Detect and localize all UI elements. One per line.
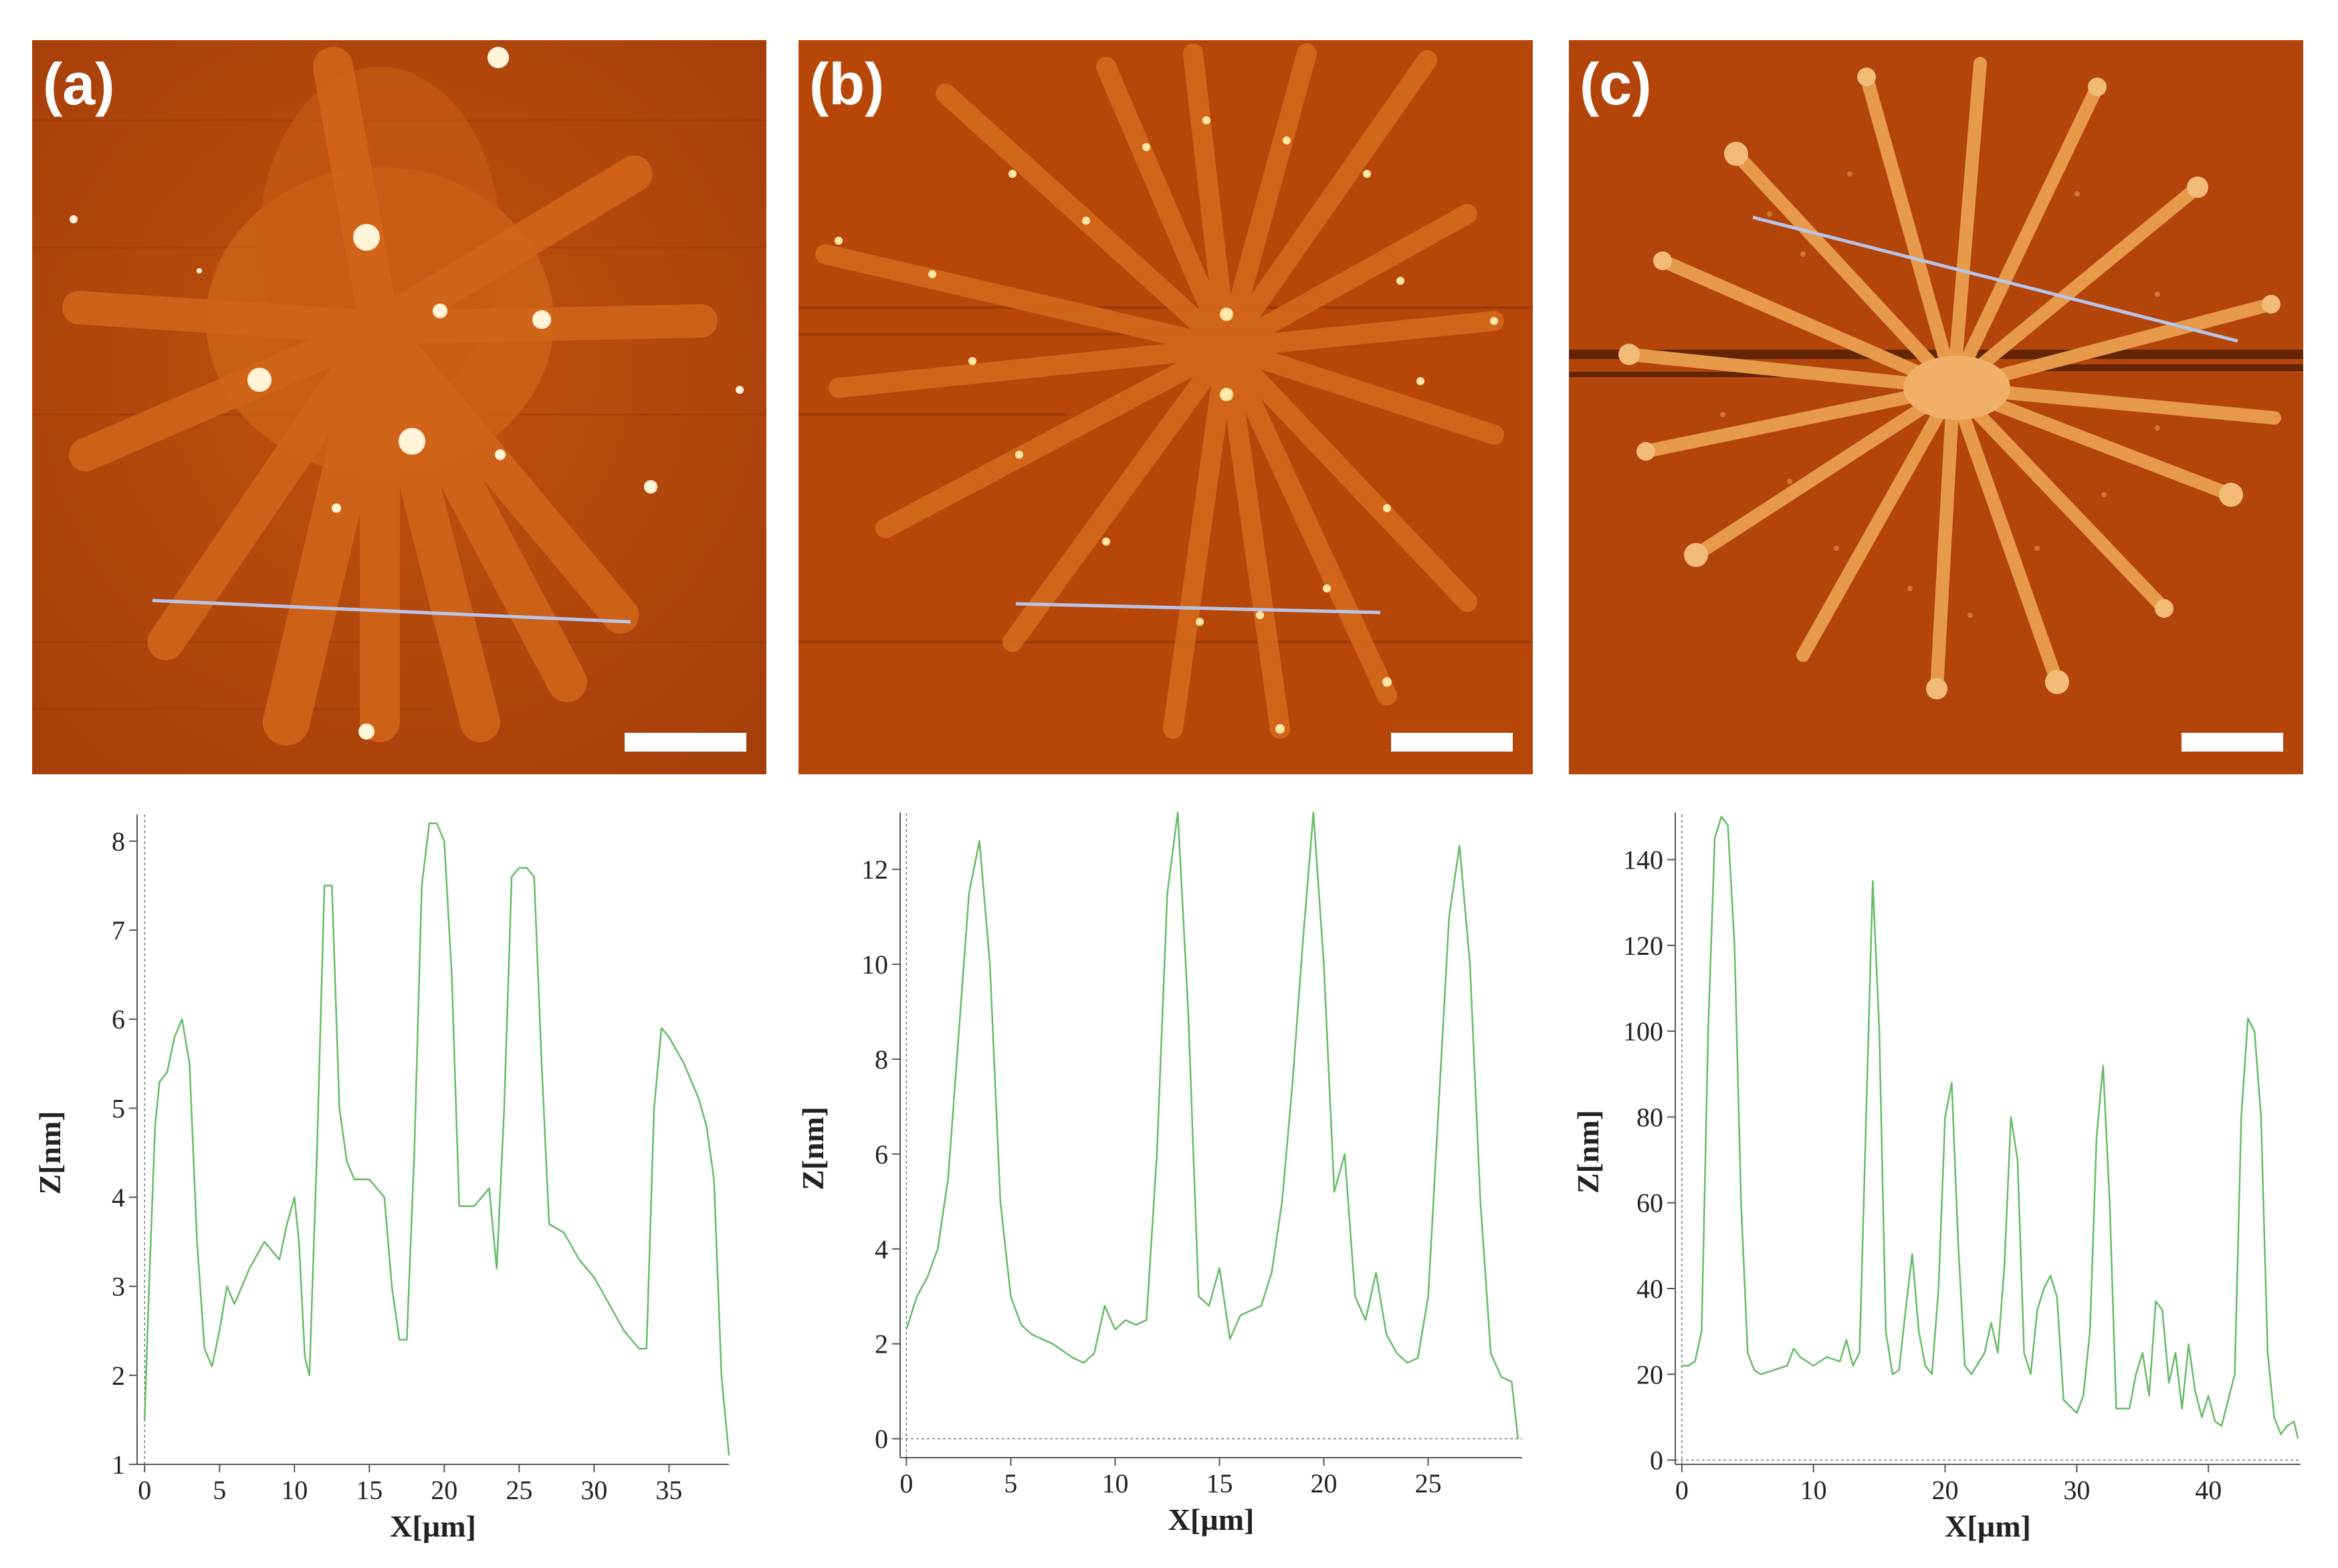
x-tick-label: 0 [1675, 1475, 1689, 1505]
x-tick-label: 10 [1800, 1475, 1827, 1505]
x-tick-label: 30 [580, 1475, 607, 1505]
y-tick-label: 20 [1636, 1359, 1663, 1389]
profile-chart-a: 0 5 10 15 20 25 30 35 1 2 3 4 5 6 7 8 X[µm] Z[nm] [33, 814, 730, 1543]
afm-image-b: (b) [799, 40, 1533, 774]
y-tick-label: 1 [112, 1450, 125, 1480]
x-tick-label: 0 [899, 1468, 913, 1498]
y-axis-label: Z[nm] [796, 1107, 830, 1190]
x-tick-label: 0 [138, 1475, 151, 1505]
y-tick-label: 7 [112, 915, 125, 945]
panel-label-b: (b) [809, 51, 885, 117]
y-tick-label: 8 [875, 1044, 888, 1075]
afm-image-c: (c) [1569, 40, 2303, 774]
x-tick-label: 10 [281, 1475, 308, 1505]
panel-label-c: (c) [1580, 51, 1652, 117]
y-tick-label: 120 [1623, 931, 1663, 961]
y-tick-label: 8 [112, 826, 125, 857]
scale-bar-c [2182, 733, 2283, 752]
profile-plot-a: 0 5 10 15 20 25 30 35 1 2 3 4 5 6 7 8 X[µm] Z[nm] [0, 796, 780, 1565]
y-tick-label: 12 [861, 855, 888, 885]
profile-line-a [152, 598, 631, 624]
x-tick-label: 30 [2063, 1475, 2090, 1505]
height-profile-trace [906, 811, 1519, 1439]
y-axis-label: Z[nm] [33, 1111, 67, 1194]
x-tick-label: 20 [1932, 1475, 1959, 1505]
profile-line-b [1015, 602, 1381, 614]
x-tick-label: 25 [506, 1475, 532, 1505]
y-tick-label: 140 [1623, 845, 1663, 875]
y-tick-label: 60 [1636, 1188, 1663, 1218]
x-axis-label: X[µm] [1168, 1502, 1255, 1537]
x-tick-label: 15 [356, 1475, 383, 1505]
y-tick-label: 40 [1636, 1274, 1663, 1304]
y-tick-label: 4 [112, 1183, 125, 1213]
x-tick-label: 40 [2195, 1475, 2222, 1505]
x-tick-label: 20 [431, 1475, 457, 1505]
height-profile-trace [143, 822, 730, 1456]
y-tick-label: 2 [112, 1361, 125, 1391]
x-tick-label: 5 [1004, 1468, 1017, 1498]
y-tick-label: 10 [861, 949, 888, 980]
y-tick-label: 5 [112, 1093, 125, 1123]
profile-chart-b: 0 5 10 15 20 25 0 2 4 6 8 10 12 X[µm] Z[nm] [796, 811, 1522, 1537]
profile-plot-c: 0 10 20 30 40 0 20 40 60 80 100 120 140 X[µm] Z[nm] [1558, 796, 2338, 1565]
y-tick-label: 0 [875, 1424, 888, 1454]
x-tick-label: 5 [213, 1475, 226, 1505]
panel-label-a: (a) [43, 51, 115, 117]
profile-plot-b: 0 5 10 15 20 25 0 2 4 6 8 10 12 X[µm] Z[nm] [780, 796, 1560, 1565]
y-tick-label: 0 [1650, 1446, 1663, 1476]
scale-bar-a [625, 733, 746, 752]
x-tick-label: 25 [1415, 1468, 1442, 1498]
y-axis-label: Z[nm] [1571, 1110, 1605, 1194]
x-axis-label: X[µm] [390, 1509, 476, 1543]
y-tick-label: 2 [875, 1329, 888, 1359]
x-tick-label: 15 [1206, 1468, 1233, 1498]
x-axis-label: X[µm] [1945, 1509, 2031, 1543]
y-tick-label: 4 [875, 1234, 888, 1264]
y-tick-label: 6 [112, 1004, 125, 1034]
x-tick-label: 20 [1311, 1468, 1338, 1498]
x-tick-label: 10 [1101, 1468, 1128, 1498]
profile-line-c [1752, 215, 2238, 343]
y-tick-label: 6 [875, 1139, 888, 1169]
profile-chart-c: 0 10 20 30 40 0 20 40 60 80 100 120 140 X[µm] Z[nm] [1571, 812, 2301, 1543]
y-tick-label: 3 [112, 1272, 125, 1302]
y-tick-label: 80 [1636, 1102, 1663, 1132]
afm-image-a: (a) [32, 40, 766, 774]
scale-bar-b [1391, 733, 1513, 752]
y-tick-label: 100 [1623, 1016, 1663, 1046]
x-tick-label: 35 [655, 1475, 682, 1505]
height-profile-trace [1681, 816, 2299, 1439]
